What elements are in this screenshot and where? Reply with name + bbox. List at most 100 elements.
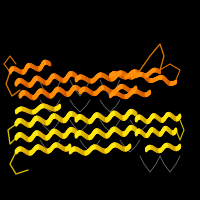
Ellipse shape	[97, 75, 98, 78]
Ellipse shape	[117, 113, 119, 117]
Ellipse shape	[22, 80, 24, 84]
Ellipse shape	[78, 131, 79, 135]
Ellipse shape	[123, 116, 125, 120]
Ellipse shape	[161, 148, 162, 152]
Ellipse shape	[61, 146, 63, 149]
Ellipse shape	[70, 90, 71, 94]
Ellipse shape	[24, 69, 26, 72]
Ellipse shape	[138, 129, 139, 133]
Ellipse shape	[76, 77, 78, 81]
Ellipse shape	[141, 116, 142, 119]
Ellipse shape	[93, 115, 95, 119]
Ellipse shape	[56, 107, 57, 110]
Ellipse shape	[110, 145, 111, 149]
Ellipse shape	[48, 106, 49, 109]
Ellipse shape	[126, 113, 128, 117]
Ellipse shape	[111, 77, 112, 81]
Ellipse shape	[161, 76, 162, 79]
Ellipse shape	[168, 128, 170, 132]
Ellipse shape	[133, 70, 134, 74]
Ellipse shape	[72, 148, 73, 152]
Ellipse shape	[105, 134, 107, 138]
Ellipse shape	[65, 78, 66, 82]
Ellipse shape	[47, 149, 48, 153]
Ellipse shape	[164, 127, 166, 130]
Ellipse shape	[148, 78, 149, 82]
Ellipse shape	[29, 64, 31, 67]
Ellipse shape	[161, 76, 162, 79]
Ellipse shape	[87, 78, 88, 82]
Ellipse shape	[18, 133, 19, 137]
Ellipse shape	[137, 116, 139, 119]
Ellipse shape	[76, 86, 78, 90]
Ellipse shape	[29, 151, 30, 155]
Ellipse shape	[100, 115, 101, 118]
Ellipse shape	[10, 68, 12, 72]
Ellipse shape	[143, 93, 144, 96]
Ellipse shape	[98, 74, 99, 77]
Ellipse shape	[169, 129, 170, 132]
Ellipse shape	[135, 87, 136, 91]
Ellipse shape	[88, 89, 89, 92]
Ellipse shape	[147, 93, 148, 96]
Ellipse shape	[71, 88, 73, 92]
Ellipse shape	[123, 75, 124, 79]
Ellipse shape	[24, 69, 25, 73]
Ellipse shape	[120, 85, 121, 88]
Ellipse shape	[127, 129, 128, 133]
Ellipse shape	[63, 147, 64, 150]
Ellipse shape	[84, 87, 85, 91]
Ellipse shape	[26, 66, 27, 69]
Ellipse shape	[17, 80, 18, 84]
Ellipse shape	[53, 107, 54, 111]
Ellipse shape	[115, 111, 116, 115]
Ellipse shape	[140, 73, 141, 76]
Ellipse shape	[28, 83, 30, 87]
Ellipse shape	[121, 75, 122, 78]
Ellipse shape	[98, 129, 100, 133]
Ellipse shape	[141, 73, 142, 76]
Ellipse shape	[30, 82, 32, 86]
Ellipse shape	[38, 90, 40, 94]
Ellipse shape	[146, 76, 147, 79]
Ellipse shape	[173, 131, 174, 135]
Ellipse shape	[151, 79, 152, 82]
Ellipse shape	[142, 73, 143, 77]
Ellipse shape	[108, 89, 109, 92]
Ellipse shape	[149, 71, 150, 74]
Ellipse shape	[146, 134, 147, 137]
Ellipse shape	[29, 123, 31, 127]
Ellipse shape	[125, 115, 127, 119]
Ellipse shape	[31, 151, 32, 154]
Ellipse shape	[117, 129, 118, 133]
Ellipse shape	[113, 72, 114, 75]
Ellipse shape	[135, 112, 136, 115]
Ellipse shape	[75, 86, 76, 89]
Ellipse shape	[33, 118, 35, 122]
Ellipse shape	[152, 69, 153, 72]
Ellipse shape	[133, 75, 134, 78]
Ellipse shape	[117, 92, 118, 95]
Ellipse shape	[37, 145, 38, 149]
Ellipse shape	[96, 113, 98, 117]
Ellipse shape	[69, 128, 70, 132]
Ellipse shape	[80, 75, 81, 79]
Ellipse shape	[149, 72, 150, 75]
Ellipse shape	[59, 117, 61, 121]
Ellipse shape	[16, 80, 18, 84]
Ellipse shape	[177, 117, 178, 121]
Ellipse shape	[157, 149, 158, 152]
Ellipse shape	[85, 77, 86, 80]
Ellipse shape	[41, 89, 43, 93]
Ellipse shape	[20, 119, 21, 123]
Ellipse shape	[92, 146, 93, 150]
Ellipse shape	[86, 135, 88, 139]
Ellipse shape	[36, 67, 38, 71]
Ellipse shape	[174, 147, 175, 150]
Ellipse shape	[32, 81, 33, 85]
Ellipse shape	[32, 96, 34, 100]
Ellipse shape	[176, 117, 178, 121]
Ellipse shape	[169, 144, 170, 147]
Ellipse shape	[62, 90, 64, 94]
Ellipse shape	[81, 150, 82, 154]
